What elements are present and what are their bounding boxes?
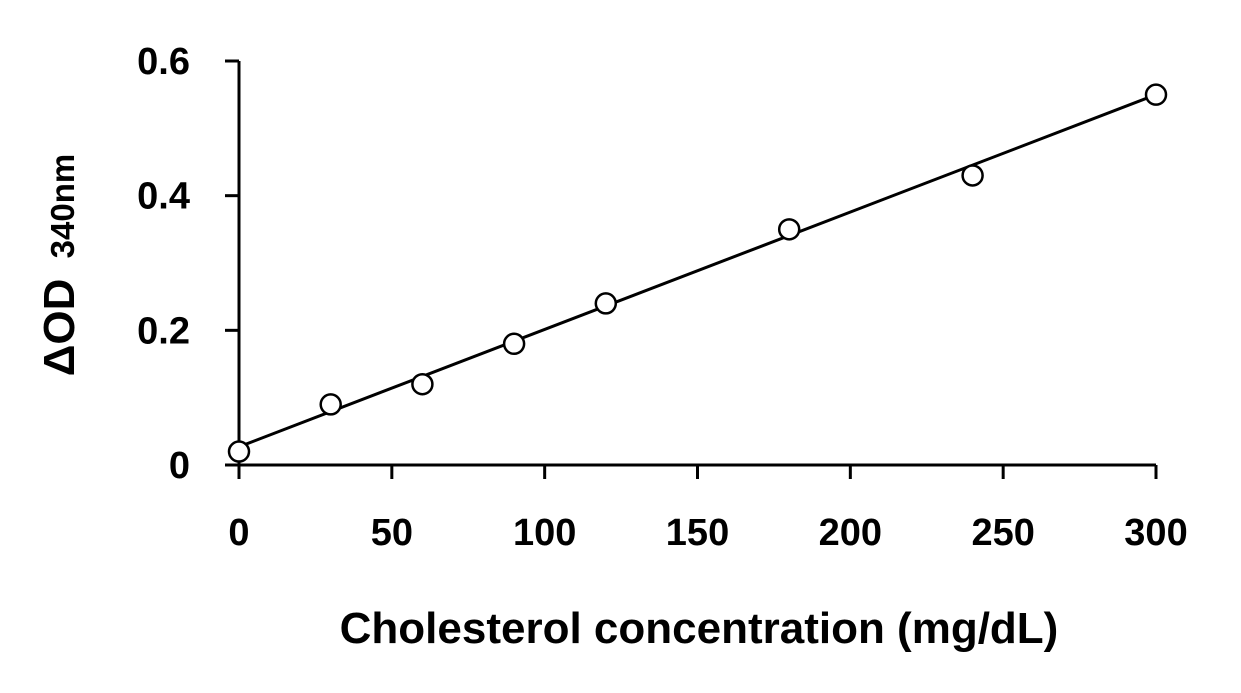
data-point [594,292,618,315]
data-point [961,164,984,187]
x-tick-label: 300 [1124,512,1187,554]
trendline [238,93,1157,449]
y-axis-title-main: ΔOD [35,279,84,377]
x-axis-title: Cholesterol concentration (mg/dL) [340,604,1059,653]
x-tick-label: 50 [371,512,413,554]
y-tick-label: 0.6 [137,41,190,83]
x-tick-label: 0 [228,512,249,554]
x-tick-label: 100 [513,512,576,554]
data-point [502,332,526,356]
y-ticks [225,59,239,467]
x-tick-label: 150 [666,512,729,554]
x-tick-label: 250 [971,512,1034,554]
y-tick-label: 0 [169,445,190,487]
data-point [1144,83,1168,106]
y-tick-label: 0.4 [137,176,190,218]
y-axis-title-sub: 340nm [44,154,81,259]
y-axis: 0 0.2 0.4 0.6 [137,41,241,487]
data-point [777,218,801,241]
data-points [227,83,1168,463]
data-point [227,440,251,463]
data-point [319,393,342,416]
x-tick-label: 200 [819,512,882,554]
x-axis: 0 50 100 150 200 250 300 [228,463,1188,554]
y-axis-title: ΔOD 340nm [35,154,84,376]
y-tick-label: 0.2 [137,310,190,352]
y-tick-labels: 0 0.2 0.4 0.6 [137,41,190,487]
x-tick-labels: 0 50 100 150 200 250 300 [228,512,1187,554]
data-point [411,372,434,396]
x-ticks [237,465,1158,479]
